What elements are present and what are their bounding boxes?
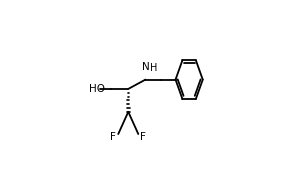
- Text: F: F: [110, 132, 115, 142]
- Text: HO: HO: [89, 84, 105, 94]
- Text: F: F: [140, 132, 146, 142]
- Text: N: N: [142, 62, 149, 72]
- Text: H: H: [150, 63, 157, 73]
